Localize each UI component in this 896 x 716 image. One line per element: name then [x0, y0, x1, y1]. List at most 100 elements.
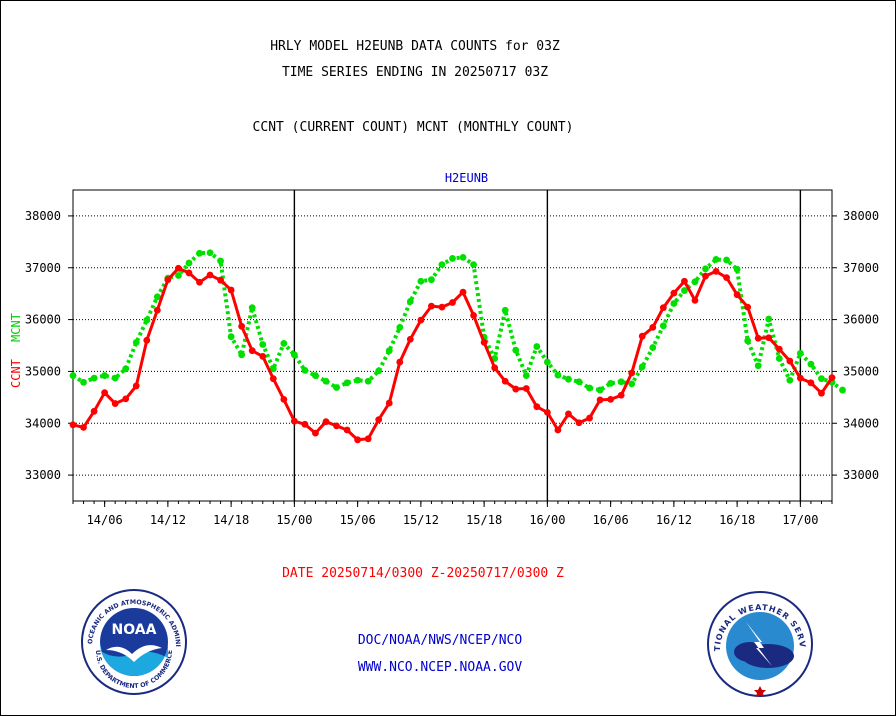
data-point-mcnt: [69, 372, 77, 379]
data-point-mcnt: [543, 358, 551, 366]
data-point-ccnt: [259, 352, 267, 360]
data-point-mcnt: [269, 365, 277, 373]
data-point-mcnt: [596, 386, 604, 394]
data-point-ccnt: [101, 389, 109, 397]
nws-logo: NATIONAL WEATHER SERVICE: [706, 590, 813, 697]
data-point-ccnt: [744, 303, 752, 311]
data-point-ccnt: [691, 297, 699, 304]
data-point-mcnt: [364, 377, 372, 385]
data-point-mcnt: [343, 379, 351, 387]
y-tick-label: 34000: [25, 416, 61, 430]
data-point-mcnt: [617, 378, 625, 386]
data-point-ccnt: [132, 382, 140, 390]
x-tick-label: 15/12: [403, 513, 439, 527]
data-point-ccnt: [702, 272, 709, 280]
data-point-ccnt: [280, 396, 288, 403]
x-tick-label: 17/00: [782, 513, 818, 527]
data-point-ccnt: [565, 410, 572, 418]
data-point-mcnt: [638, 363, 646, 371]
data-point-ccnt: [607, 396, 615, 403]
y-tick-label: 33000: [25, 468, 61, 482]
x-tick-label: 16/00: [529, 513, 565, 527]
data-point-mcnt: [290, 351, 298, 359]
data-point-mcnt: [143, 316, 151, 324]
data-point-mcnt: [354, 376, 362, 384]
plot-frame: [72, 189, 833, 502]
chart-legend-description: CCNT (CURRENT COUNT) MCNT (MONTHLY COUNT…: [252, 120, 574, 135]
data-point-mcnt: [765, 315, 773, 323]
data-point-ccnt: [143, 336, 151, 344]
data-point-mcnt: [459, 253, 467, 261]
data-point-mcnt: [775, 355, 783, 362]
x-tick-label: 16/12: [656, 513, 692, 527]
data-point-ccnt: [111, 400, 119, 407]
data-point-mcnt: [681, 287, 688, 294]
data-point-mcnt: [322, 377, 330, 385]
data-point-mcnt: [312, 372, 319, 379]
data-point-mcnt: [628, 380, 636, 388]
data-point-ccnt: [438, 303, 446, 311]
data-point-mcnt: [575, 378, 583, 386]
y-tick-label-right: 35000: [843, 364, 879, 378]
data-point-mcnt: [691, 278, 699, 286]
noaa-center-text: NOAA: [112, 622, 157, 638]
y-axis-label-ccnt: CCNT: [9, 359, 23, 388]
y-tick-label-right: 37000: [843, 261, 879, 275]
data-point-ccnt: [659, 304, 667, 312]
data-point-ccnt: [617, 391, 625, 399]
y-tick-label-right: 36000: [843, 313, 879, 327]
data-point-ccnt: [575, 419, 583, 427]
doc-link[interactable]: DOC/NOAA/NWS/NCEP/NCO: [357, 633, 523, 648]
data-point-mcnt: [586, 384, 593, 392]
data-point-mcnt: [449, 255, 456, 262]
data-point-mcnt: [206, 249, 214, 257]
data-point-mcnt: [723, 256, 730, 264]
data-point-ccnt: [491, 364, 499, 372]
y-tick-label-right: 34000: [843, 416, 879, 430]
data-point-ccnt: [459, 288, 467, 296]
data-point-ccnt: [796, 374, 804, 382]
chart-title-line2: TIME SERIES ENDING IN 20250717 03Z: [281, 65, 549, 80]
data-point-mcnt: [501, 306, 509, 314]
data-point-ccnt: [586, 414, 593, 422]
data-point-ccnt: [364, 435, 372, 443]
website-link[interactable]: WWW.NCO.NCEP.NOAA.GOV: [357, 660, 523, 675]
data-point-mcnt: [533, 343, 541, 350]
y-tick-label: 35000: [25, 364, 61, 378]
x-tick-label: 15/00: [276, 513, 312, 527]
data-point-ccnt: [554, 426, 562, 434]
data-point-ccnt: [269, 375, 277, 383]
data-point-ccnt: [80, 423, 87, 431]
data-point-ccnt: [206, 271, 214, 279]
data-point-mcnt: [712, 256, 720, 263]
data-point-mcnt: [512, 346, 520, 354]
data-point-ccnt: [543, 408, 551, 416]
data-point-mcnt: [301, 366, 309, 374]
data-point-ccnt: [522, 385, 530, 392]
chart-title-line1: HRLY MODEL H2EUNB DATA COUNTS for 03Z: [270, 39, 560, 54]
data-point-ccnt: [723, 274, 730, 281]
data-point-ccnt: [775, 345, 783, 353]
data-point-mcnt: [818, 375, 825, 383]
y-tick-label-right: 33000: [843, 468, 879, 482]
y-tick-label: 38000: [25, 209, 61, 223]
data-point-mcnt: [670, 300, 678, 307]
data-point-mcnt: [744, 337, 752, 345]
x-tick-label: 15/18: [466, 513, 502, 527]
data-point-mcnt: [733, 265, 741, 273]
data-point-mcnt: [90, 374, 98, 382]
x-tick-label: 16/06: [593, 513, 629, 527]
data-point-ccnt: [449, 299, 456, 306]
data-point-mcnt: [385, 347, 393, 355]
data-point-ccnt: [818, 389, 825, 397]
data-point-mcnt: [122, 365, 130, 373]
x-tick-label: 15/06: [340, 513, 376, 527]
x-tick-label: 14/06: [87, 513, 123, 527]
data-point-ccnt: [733, 291, 741, 299]
data-point-ccnt: [638, 332, 646, 340]
data-point-mcnt: [406, 298, 414, 305]
x-tick-label: 14/12: [150, 513, 186, 527]
data-point-mcnt: [438, 261, 446, 269]
data-point-ccnt: [786, 357, 794, 365]
